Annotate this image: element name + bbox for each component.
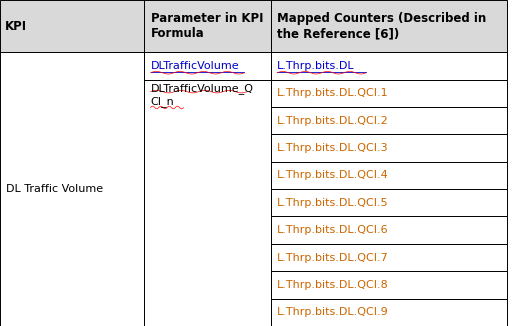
Text: L.Thrp.bits.DL.QCI.9: L.Thrp.bits.DL.QCI.9	[277, 307, 389, 317]
Bar	[271, 244, 507, 271]
Text: Parameter in KPI
Formula: Parameter in KPI Formula	[151, 12, 263, 40]
Text: L.Thrp.bits.DL.QCI.7: L.Thrp.bits.DL.QCI.7	[277, 253, 389, 262]
Bar	[271, 299, 507, 326]
Text: L.Thrp.bits.DL: L.Thrp.bits.DL	[277, 61, 355, 71]
Bar	[271, 107, 507, 134]
Bar	[271, 189, 507, 216]
Text: DLTrafficVolume_Q
CI_n: DLTrafficVolume_Q CI_n	[151, 83, 253, 107]
Text: L.Thrp.bits.DL.QCI.5: L.Thrp.bits.DL.QCI.5	[277, 198, 389, 208]
Bar	[271, 271, 507, 299]
Text: L.Thrp.bits.DL.QCI.6: L.Thrp.bits.DL.QCI.6	[277, 225, 389, 235]
Bar	[0, 52, 145, 326]
Bar	[271, 162, 507, 189]
Bar	[271, 134, 507, 162]
Bar	[271, 80, 507, 107]
Bar	[145, 80, 271, 326]
Text: L.Thrp.bits.DL.QCI.3: L.Thrp.bits.DL.QCI.3	[277, 143, 389, 153]
Bar	[271, 0, 507, 52]
Bar	[271, 52, 507, 80]
Bar	[145, 52, 271, 80]
Text: DLTrafficVolume: DLTrafficVolume	[151, 61, 239, 71]
Text: DL Traffic Volume: DL Traffic Volume	[6, 184, 103, 194]
Text: KPI: KPI	[5, 20, 27, 33]
Bar	[0, 0, 145, 52]
Text: L.Thrp.bits.DL.QCI.4: L.Thrp.bits.DL.QCI.4	[277, 170, 389, 180]
Text: L.Thrp.bits.DL.QCI.8: L.Thrp.bits.DL.QCI.8	[277, 280, 389, 290]
Bar	[271, 216, 507, 244]
Text: L.Thrp.bits.DL.QCI.1: L.Thrp.bits.DL.QCI.1	[277, 88, 389, 98]
Text: Mapped Counters (Described in
the Reference [6]): Mapped Counters (Described in the Refere…	[277, 12, 487, 40]
Bar	[145, 0, 271, 52]
Text: L.Thrp.bits.DL.QCI.2: L.Thrp.bits.DL.QCI.2	[277, 116, 389, 126]
